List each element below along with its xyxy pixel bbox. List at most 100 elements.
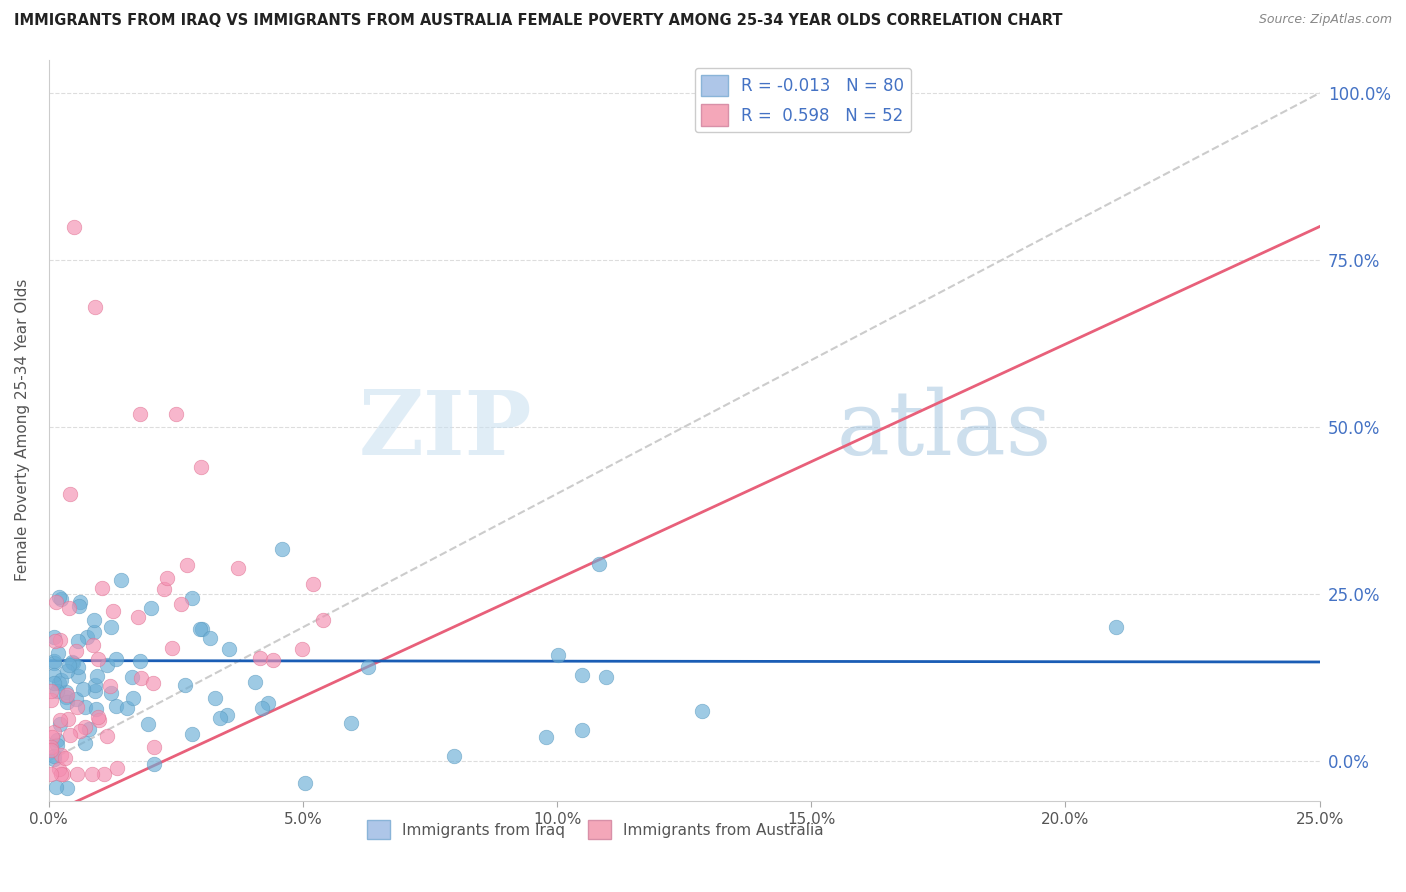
Point — [226, 561, 249, 575]
Point — [72, 682, 94, 697]
Point — [136, 716, 159, 731]
Point — [93, 767, 115, 781]
Point — [690, 704, 713, 718]
Point — [39, 739, 62, 754]
Point — [56, 780, 79, 795]
Point — [39, 684, 62, 698]
Point — [174, 678, 197, 692]
Point — [73, 736, 96, 750]
Point — [51, 767, 73, 781]
Text: atlas: atlas — [837, 386, 1052, 474]
Point — [48, 590, 70, 604]
Point — [1105, 620, 1128, 634]
Point — [82, 767, 104, 781]
Point — [84, 702, 107, 716]
Point — [69, 595, 91, 609]
Point — [115, 701, 138, 715]
Point — [42, 656, 65, 670]
Point — [69, 724, 91, 739]
Point — [42, 630, 65, 644]
Point — [77, 723, 100, 737]
Point — [49, 713, 72, 727]
Y-axis label: Female Poverty Among 25-34 Year Olds: Female Poverty Among 25-34 Year Olds — [15, 279, 30, 582]
Point — [58, 712, 80, 726]
Point — [204, 690, 226, 705]
Point — [142, 739, 165, 754]
Point — [52, 767, 75, 781]
Point — [45, 595, 67, 609]
Point — [104, 699, 127, 714]
Point — [271, 542, 294, 557]
Point — [190, 460, 212, 475]
Point — [176, 558, 198, 572]
Point — [65, 692, 87, 706]
Point — [87, 713, 110, 727]
Point — [215, 708, 238, 723]
Point — [62, 656, 84, 670]
Point — [547, 648, 569, 663]
Point — [66, 766, 89, 780]
Point — [165, 407, 187, 421]
Point — [84, 683, 107, 698]
Point — [56, 665, 79, 679]
Point — [46, 646, 69, 660]
Point — [49, 747, 72, 762]
Point — [82, 638, 104, 652]
Point — [209, 711, 232, 725]
Point — [129, 407, 152, 421]
Point — [55, 685, 77, 699]
Point — [60, 655, 83, 669]
Point — [250, 700, 273, 714]
Point — [66, 700, 89, 714]
Point — [39, 743, 62, 757]
Point — [257, 696, 280, 710]
Point — [53, 751, 76, 765]
Point — [96, 729, 118, 743]
Point — [41, 730, 63, 744]
Text: ZIP: ZIP — [359, 387, 531, 474]
Point — [42, 654, 65, 668]
Point — [45, 780, 67, 794]
Point — [443, 748, 465, 763]
Point — [46, 732, 69, 747]
Point — [39, 767, 62, 781]
Point — [59, 486, 82, 500]
Point — [103, 604, 125, 618]
Point — [42, 724, 65, 739]
Point — [340, 715, 363, 730]
Point — [262, 653, 284, 667]
Point — [86, 652, 108, 666]
Point — [86, 669, 108, 683]
Point — [571, 723, 593, 737]
Text: Source: ZipAtlas.com: Source: ZipAtlas.com — [1258, 13, 1392, 27]
Point — [153, 582, 176, 596]
Point — [63, 219, 86, 234]
Point — [121, 670, 143, 684]
Point — [48, 675, 70, 690]
Point — [65, 644, 87, 658]
Point — [595, 670, 617, 684]
Point — [180, 591, 202, 605]
Point — [83, 624, 105, 639]
Point — [42, 675, 65, 690]
Point — [42, 749, 65, 764]
Point — [100, 620, 122, 634]
Point — [98, 679, 121, 693]
Point — [67, 659, 90, 673]
Point — [48, 763, 70, 777]
Point — [142, 676, 165, 690]
Point — [58, 657, 80, 672]
Point — [218, 642, 240, 657]
Point — [83, 613, 105, 627]
Point — [142, 756, 165, 771]
Point — [181, 726, 204, 740]
Point — [291, 642, 314, 657]
Point — [58, 601, 80, 615]
Point — [294, 776, 316, 790]
Point — [90, 581, 112, 595]
Point — [58, 728, 80, 742]
Point — [39, 692, 62, 706]
Point — [66, 669, 89, 683]
Point — [84, 677, 107, 691]
Point — [571, 668, 593, 682]
